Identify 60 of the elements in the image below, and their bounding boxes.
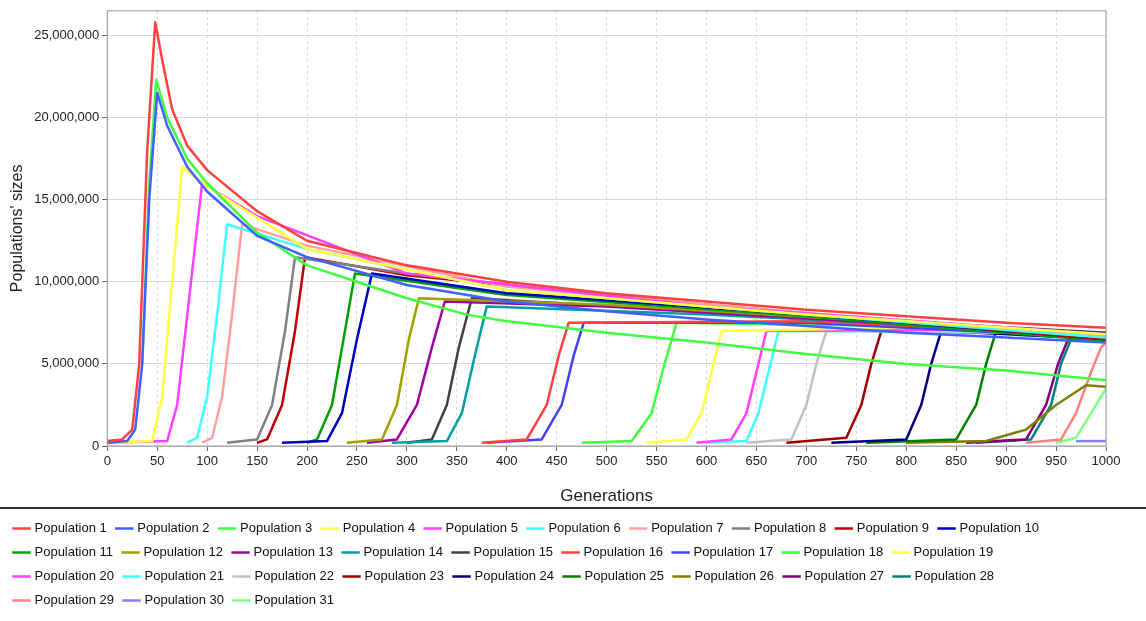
legend-label: Population 29 bbox=[34, 592, 115, 608]
x-tick-label: 400 bbox=[495, 453, 518, 469]
legend-label: Population 25 bbox=[584, 568, 665, 584]
legend-label: Population 2 bbox=[137, 520, 210, 536]
x-axis-title: Generations bbox=[560, 486, 653, 506]
y-tick-label: 10,000,000 bbox=[34, 273, 100, 289]
x-tick-label: 200 bbox=[296, 453, 318, 469]
legend-label: Population 9 bbox=[856, 520, 930, 536]
x-tick-label: 300 bbox=[396, 453, 418, 469]
x-tick-label: 450 bbox=[545, 453, 568, 469]
legend-label: Population 11 bbox=[34, 544, 114, 560]
legend-label: Population 1 bbox=[34, 520, 107, 536]
x-tick-label: 850 bbox=[945, 453, 968, 469]
x-tick-label: 600 bbox=[695, 453, 718, 469]
legend-label: Population 16 bbox=[583, 544, 664, 560]
legend-label: Population 3 bbox=[240, 520, 313, 536]
x-tick-label: 950 bbox=[1045, 453, 1067, 469]
legend-label: Population 23 bbox=[364, 568, 445, 584]
x-tick-label: 800 bbox=[895, 453, 918, 469]
legend-label: Population 17 bbox=[693, 544, 774, 560]
x-tick-label: 0 bbox=[103, 453, 111, 469]
legend-label: Population 15 bbox=[473, 544, 554, 560]
x-tick-label: 350 bbox=[445, 453, 468, 469]
legend-label: Population 18 bbox=[803, 544, 884, 560]
legend-label: Population 10 bbox=[959, 520, 1040, 536]
legend-label: Population 24 bbox=[474, 568, 555, 584]
legend-label: Population 5 bbox=[445, 520, 518, 536]
y-tick-label: 15,000,000 bbox=[34, 191, 100, 207]
y-tick-label: 25,000,000 bbox=[34, 27, 100, 43]
legend-label: Population 28 bbox=[914, 568, 995, 584]
legend-label: Population 27 bbox=[804, 568, 885, 584]
legend-label: Population 7 bbox=[651, 520, 724, 536]
legend-label: Population 8 bbox=[753, 520, 827, 536]
legend-label: Population 12 bbox=[143, 544, 224, 560]
legend-label: Population 19 bbox=[913, 544, 994, 560]
x-tick-label: 1000 bbox=[1091, 453, 1121, 469]
legend-label: Population 13 bbox=[253, 544, 334, 560]
x-tick-label: 750 bbox=[845, 453, 868, 469]
legend-label: Population 31 bbox=[254, 592, 335, 608]
x-tick-label: 900 bbox=[995, 453, 1017, 469]
legend-label: Population 30 bbox=[144, 592, 225, 608]
legend-label: Population 6 bbox=[548, 520, 621, 536]
legend-label: Population 20 bbox=[34, 568, 115, 584]
x-tick-label: 700 bbox=[795, 453, 818, 469]
y-tick-label: 20,000,000 bbox=[34, 109, 100, 125]
x-tick-label: 500 bbox=[595, 453, 618, 469]
x-tick-label: 50 bbox=[149, 453, 165, 469]
legend-label: Population 22 bbox=[254, 568, 335, 584]
x-tick-label: 650 bbox=[745, 453, 768, 469]
x-tick-label: 550 bbox=[645, 453, 668, 469]
x-tick-label: 100 bbox=[196, 453, 218, 469]
y-tick-label: 5,000,000 bbox=[41, 355, 100, 371]
y-axis-title: Populations' sizes bbox=[8, 164, 26, 293]
x-tick-label: 150 bbox=[246, 453, 268, 469]
legend-label: Population 21 bbox=[144, 568, 225, 584]
legend-label: Population 14 bbox=[363, 544, 444, 560]
x-tick-label: 250 bbox=[346, 453, 368, 469]
legend-label: Population 26 bbox=[694, 568, 775, 584]
y-tick-label: 0 bbox=[92, 437, 100, 453]
legend-label: Population 4 bbox=[342, 520, 416, 536]
